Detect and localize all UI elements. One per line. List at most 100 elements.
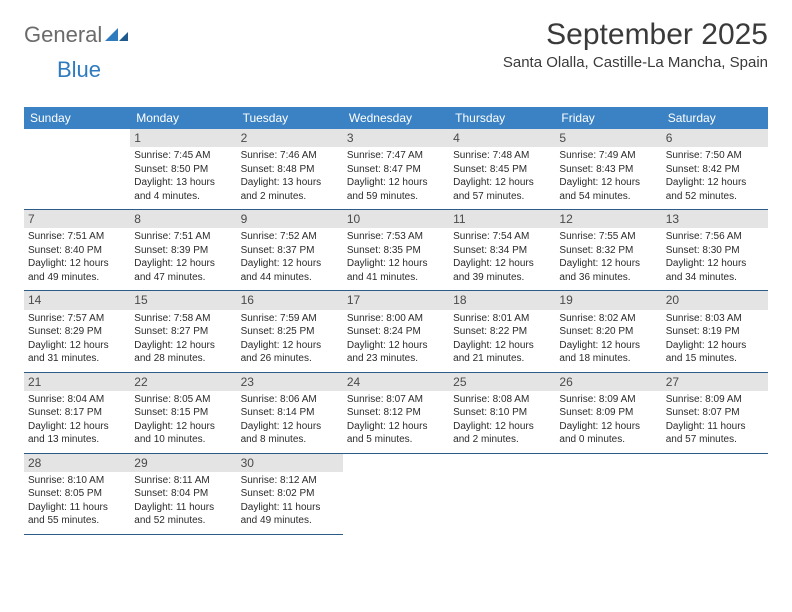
daylight-text: Daylight: 13 hours and 4 minutes. [134,176,232,203]
day-number: 5 [555,129,661,147]
dow-header: Saturday [662,107,768,129]
sunrise-text: Sunrise: 7:56 AM [666,230,764,244]
sunset-text: Sunset: 8:50 PM [134,163,232,177]
sunrise-text: Sunrise: 7:57 AM [28,312,126,326]
sunset-text: Sunset: 8:48 PM [241,163,339,177]
calendar-cell: 24Sunrise: 8:07 AMSunset: 8:12 PMDayligh… [343,373,449,454]
sunrise-text: Sunrise: 8:02 AM [559,312,657,326]
calendar-cell [555,454,661,535]
calendar-cell: 12Sunrise: 7:55 AMSunset: 8:32 PMDayligh… [555,210,661,291]
day-number: 20 [662,291,768,309]
daylight-text: Daylight: 11 hours and 55 minutes. [28,501,126,528]
calendar-cell [449,454,555,535]
sunrise-text: Sunrise: 8:05 AM [134,393,232,407]
sunset-text: Sunset: 8:22 PM [453,325,551,339]
calendar-cell: 19Sunrise: 8:02 AMSunset: 8:20 PMDayligh… [555,291,661,372]
sunrise-text: Sunrise: 7:52 AM [241,230,339,244]
sunset-text: Sunset: 8:35 PM [347,244,445,258]
calendar-cell: 1Sunrise: 7:45 AMSunset: 8:50 PMDaylight… [130,129,236,210]
sunrise-text: Sunrise: 8:11 AM [134,474,232,488]
calendar-cell: 8 Sunrise: 7:51 AMSunset: 8:39 PMDaylight… [130,210,236,291]
sunset-text: Sunset: 8:30 PM [666,244,764,258]
day-number: 8 [130,210,236,228]
calendar-cell: 16Sunrise: 7:59 AMSunset: 8:25 PMDayligh… [237,291,343,372]
sunset-text: Sunset: 8:20 PM [559,325,657,339]
day-number: 21 [24,373,130,391]
sunset-text: Sunset: 8:07 PM [666,406,764,420]
sunset-text: Sunset: 8:02 PM [241,487,339,501]
day-number: 22 [130,373,236,391]
day-number: 29 [130,454,236,472]
day-number: 16 [237,291,343,309]
month-title: September 2025 [503,18,768,52]
sunrise-text: Sunrise: 7:49 AM [559,149,657,163]
sunrise-text: Sunrise: 7:59 AM [241,312,339,326]
sunset-text: Sunset: 8:40 PM [28,244,126,258]
day-number: 10 [343,210,449,228]
calendar-cell: 18Sunrise: 8:01 AMSunset: 8:22 PMDayligh… [449,291,555,372]
sunrise-text: Sunrise: 8:01 AM [453,312,551,326]
day-number: 18 [449,291,555,309]
daylight-text: Daylight: 12 hours and 49 minutes. [28,257,126,284]
daylight-text: Daylight: 12 hours and 52 minutes. [666,176,764,203]
sunrise-text: Sunrise: 8:09 AM [559,393,657,407]
daylight-text: Daylight: 12 hours and 18 minutes. [559,339,657,366]
calendar-cell: 2Sunrise: 7:46 AMSunset: 8:48 PMDaylight… [237,129,343,210]
sunset-text: Sunset: 8:32 PM [559,244,657,258]
sunset-text: Sunset: 8:10 PM [453,406,551,420]
dow-header: Friday [555,107,661,129]
calendar-cell: 27Sunrise: 8:09 AMSunset: 8:07 PMDayligh… [662,373,768,454]
day-number: 7 [24,210,130,228]
daylight-text: Daylight: 12 hours and 31 minutes. [28,339,126,366]
daylight-text: Daylight: 12 hours and 59 minutes. [347,176,445,203]
calendar-cell: 21Sunrise: 8:04 AMSunset: 8:17 PMDayligh… [24,373,130,454]
day-number: 17 [343,291,449,309]
sunrise-text: Sunrise: 8:04 AM [28,393,126,407]
sunset-text: Sunset: 8:43 PM [559,163,657,177]
sunset-text: Sunset: 8:47 PM [347,163,445,177]
sunset-text: Sunset: 8:12 PM [347,406,445,420]
logo-text-blue: Blue [57,57,101,82]
sunrise-text: Sunrise: 7:51 AM [134,230,232,244]
day-number: 25 [449,373,555,391]
day-number: 27 [662,373,768,391]
daylight-text: Daylight: 12 hours and 44 minutes. [241,257,339,284]
calendar-cell: 20Sunrise: 8:03 AMSunset: 8:19 PMDayligh… [662,291,768,372]
daylight-text: Daylight: 12 hours and 41 minutes. [347,257,445,284]
sunrise-text: Sunrise: 7:47 AM [347,149,445,163]
daylight-text: Daylight: 12 hours and 34 minutes. [666,257,764,284]
calendar-cell: 23Sunrise: 8:06 AMSunset: 8:14 PMDayligh… [237,373,343,454]
sunset-text: Sunset: 8:15 PM [134,406,232,420]
day-number: 3 [343,129,449,147]
day-number: 14 [24,291,130,309]
logo-mark-icon [105,24,129,47]
dow-header: Thursday [449,107,555,129]
daylight-text: Daylight: 12 hours and 8 minutes. [241,420,339,447]
calendar-cell: 10Sunrise: 7:53 AMSunset: 8:35 PMDayligh… [343,210,449,291]
sunrise-text: Sunrise: 8:07 AM [347,393,445,407]
sunrise-text: Sunrise: 8:03 AM [666,312,764,326]
day-number: 11 [449,210,555,228]
daylight-text: Daylight: 12 hours and 47 minutes. [134,257,232,284]
calendar-cell: 26Sunrise: 8:09 AMSunset: 8:09 PMDayligh… [555,373,661,454]
calendar-cell [343,454,449,535]
calendar-cell: 13Sunrise: 7:56 AMSunset: 8:30 PMDayligh… [662,210,768,291]
daylight-text: Daylight: 12 hours and 2 minutes. [453,420,551,447]
sunrise-text: Sunrise: 8:06 AM [241,393,339,407]
daylight-text: Daylight: 12 hours and 39 minutes. [453,257,551,284]
sunset-text: Sunset: 8:29 PM [28,325,126,339]
daylight-text: Daylight: 12 hours and 15 minutes. [666,339,764,366]
sunrise-text: Sunrise: 7:54 AM [453,230,551,244]
daylight-text: Daylight: 12 hours and 13 minutes. [28,420,126,447]
calendar-cell: 4Sunrise: 7:48 AMSunset: 8:45 PMDaylight… [449,129,555,210]
calendar-cell: 29Sunrise: 8:11 AMSunset: 8:04 PMDayligh… [130,454,236,535]
calendar-cell: 7 Sunrise: 7:51 AMSunset: 8:40 PMDaylight… [24,210,130,291]
sunrise-text: Sunrise: 7:51 AM [28,230,126,244]
day-number: 26 [555,373,661,391]
sunrise-text: Sunrise: 7:46 AM [241,149,339,163]
logo: General [24,18,131,48]
sunset-text: Sunset: 8:39 PM [134,244,232,258]
day-number: 4 [449,129,555,147]
sunrise-text: Sunrise: 8:10 AM [28,474,126,488]
calendar-cell: 9Sunrise: 7:52 AMSunset: 8:37 PMDaylight… [237,210,343,291]
